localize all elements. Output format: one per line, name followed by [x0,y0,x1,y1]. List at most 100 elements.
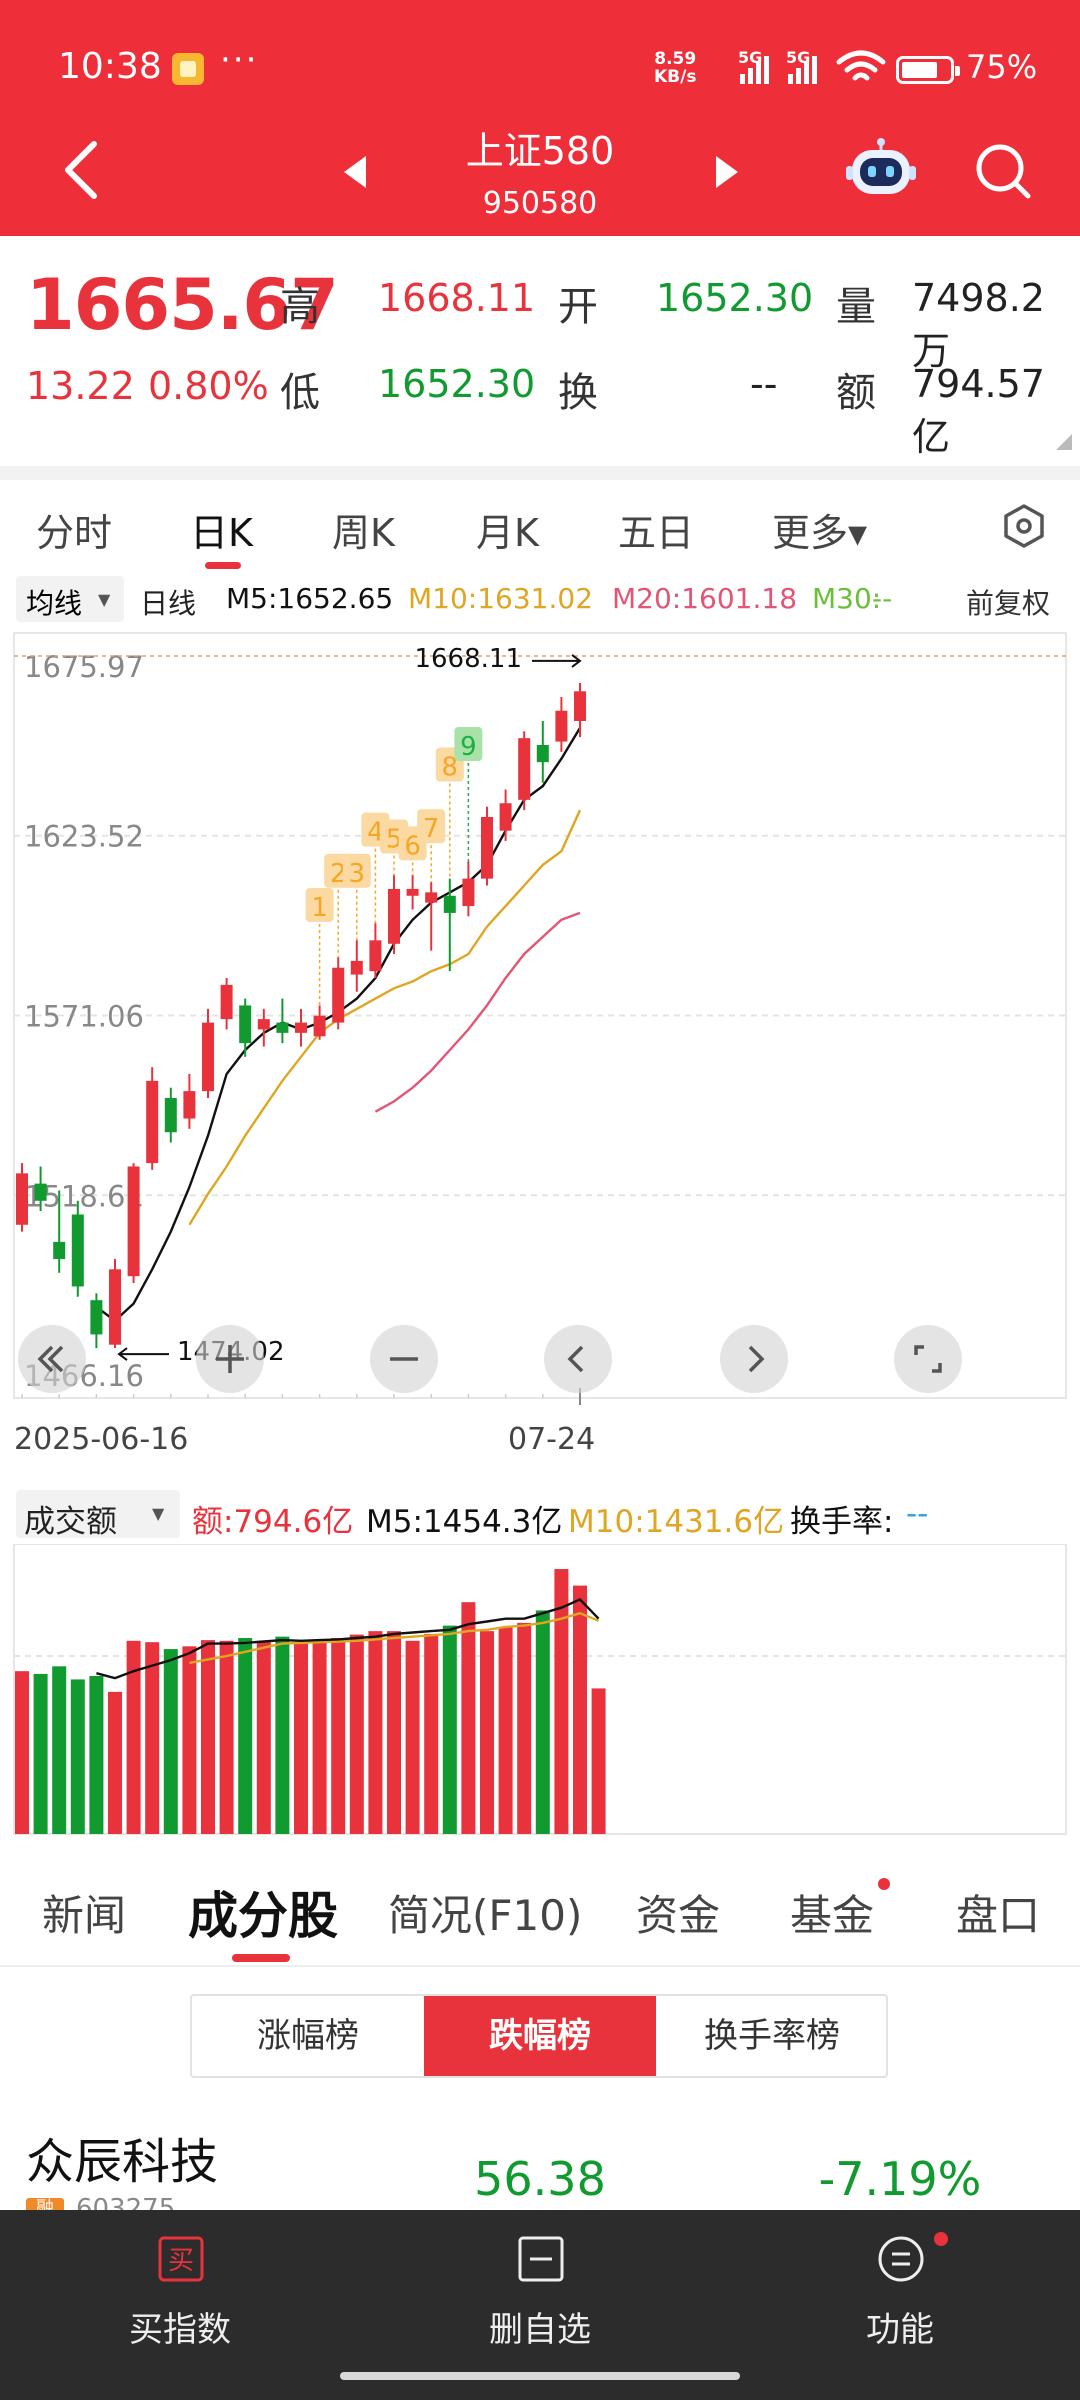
volume-value: 7498.2万 [912,276,1045,373]
volume-bar [331,1638,346,1834]
tab-order-book[interactable]: 盘口 [956,1891,1041,1940]
prev-index-icon[interactable] [340,152,370,192]
buy-icon-glyph: 买 [168,2246,194,2276]
quote-panel: 1665.67 13.22 0.80% 高 1668.11 开 1652.30 … [0,236,1080,466]
candle-down [239,1005,252,1044]
notification-icon [172,53,204,85]
volume-bar [70,1679,85,1834]
price-change: 13.22 [26,364,135,408]
tab-fund[interactable]: 基金 [790,1891,875,1940]
candle-up [16,1173,28,1225]
signal-marker-label: 2 [330,859,347,889]
volume-bar [33,1673,48,1834]
volume-bar [256,1640,271,1834]
functions-label: 功能 [866,2310,934,2350]
tab-capital[interactable]: 资金 [636,1891,721,1940]
candle-up [406,888,419,896]
seg-gainers[interactable]: 涨幅榜 [257,2016,359,2056]
tab-weekly-k[interactable]: 周K [332,511,395,555]
functions-badge-dot [934,2232,948,2246]
tab-constituents[interactable]: 成分股 [188,1887,338,1945]
candle-down [164,1097,177,1133]
home-indicator[interactable] [340,2372,740,2380]
ma-indicator-bar: 均线 ▼ 日线 M5:1652.65 M10:1631.02 M20:1601.… [0,570,1080,630]
tab-daily-k[interactable]: 日K [190,511,253,555]
tab-profile[interactable]: 简况(F10) [388,1891,583,1940]
volume-bar [442,1625,457,1834]
remove-watchlist-button[interactable]: 删自选 [360,2210,720,2380]
back-icon[interactable] [56,138,106,202]
signal-marker-label: 3 [349,859,366,889]
chevron-left-icon [567,1345,584,1373]
tab-monthly-k[interactable]: 月K [476,511,539,555]
stock-change-pct: -7.19% [818,2152,982,2206]
functions-button[interactable]: 功能 [720,2210,1080,2380]
ma20-line [374,911,581,1113]
volume-bar [573,1585,587,1834]
plus-icon [216,1345,244,1373]
candle-up [555,710,568,742]
stock-price: 56.38 [474,2152,606,2206]
volume-bar [368,1631,383,1834]
fullscreen-icon [914,1345,942,1373]
ma10-line [188,809,582,1226]
kline-chart[interactable]: 1675.97 1623.52 1571.06 1518.61 1466.16 1 2 3 4 5… [0,625,1080,1405]
robot-assistant-icon[interactable] [846,138,916,202]
candle-up [257,1019,270,1030]
tab-five-day[interactable]: 五日 [618,511,695,555]
volume-chart[interactable] [0,1544,1080,1842]
volume-bar [275,1636,290,1834]
volume-ma10-line [189,1611,600,1665]
buy-index-button[interactable]: 买 买指数 [0,2210,360,2380]
zoom-in-button[interactable] [196,1325,264,1393]
next-index-icon[interactable] [712,152,742,192]
ma-type-selector[interactable] [16,576,124,622]
volume-bar [15,1671,29,1834]
expand-corner-icon[interactable] [1056,434,1072,450]
candle-up [127,1166,140,1277]
settings-hexagon-icon[interactable] [1000,502,1048,550]
zoom-out-button[interactable] [370,1325,438,1393]
info-tabs: 新闻 成分股 简况(F10) 资金 基金 盘口 [0,1842,1080,1967]
candle-down [53,1241,66,1260]
scroll-right-button[interactable] [720,1325,788,1393]
signal-marker-bg [305,888,334,923]
bottom-action-bar: 买 买指数 删自选 功能 [0,2210,1080,2400]
index-title: 上证580 [465,129,615,173]
signal-marker: 7 [417,809,446,844]
tab-timeshare[interactable]: 分时 [36,511,113,555]
candle-down [71,1214,84,1287]
volume-amount: 额:794.6亿 [192,1504,354,1540]
seg-turnover[interactable]: 换手率榜 [704,2016,840,2056]
volume-bar [405,1640,420,1834]
signal-marker-bg [417,809,446,844]
volume-bar [238,1638,253,1834]
volume-bar [89,1675,104,1834]
volume-ma10: M10:1431.6亿 [568,1504,785,1540]
tab-more[interactable]: 更多▾ [772,511,868,555]
candle-up [146,1080,159,1164]
volume-type-selector[interactable] [16,1490,180,1538]
adjustment-mode[interactable]: 前复权 [966,587,1051,620]
signal-icon-2: 5G [786,48,826,84]
seg-losers[interactable]: 跌幅榜 [424,1996,656,2076]
chart-shrink-button[interactable] [18,1325,86,1393]
signal-marker-label: 4 [367,818,384,848]
fullscreen-button[interactable] [894,1325,962,1393]
search-icon[interactable] [974,142,1032,200]
high-value: 1668.11 [378,276,536,320]
stock-row[interactable]: 众辰科技 融 603275 56.38 -7.19% [0,2110,1080,2224]
scroll-left-button[interactable] [544,1325,612,1393]
high-label: 高 [280,284,320,330]
buy-index-label: 买指数 [129,2310,231,2350]
volume-bar [182,1646,197,1834]
ma5-value: M5:1652.65 [226,582,394,615]
volume-label: 量 [836,284,876,330]
double-left-icon [37,1345,64,1373]
volume-bar [312,1641,327,1834]
tab-news[interactable]: 新闻 [42,1891,127,1940]
candle-up [462,878,475,907]
signal-marker-label: 6 [404,831,421,861]
volume-bar [517,1622,532,1834]
